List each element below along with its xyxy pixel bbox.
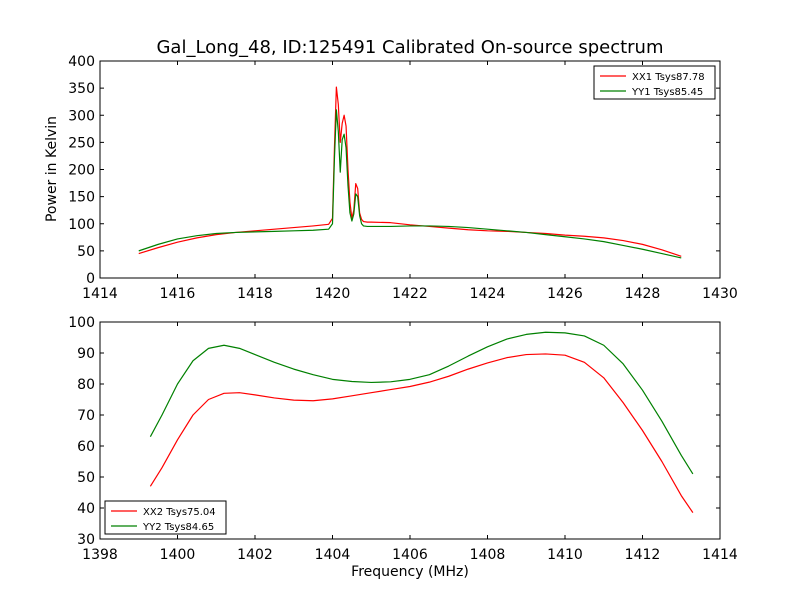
top-series-line-2 (138, 109, 682, 259)
top-x-tick-label: 1430 (702, 286, 738, 302)
top-y-tick-label: 0 (86, 271, 95, 287)
bottom-legend-label-2: YY2 Tsys84.65 (142, 522, 214, 533)
bottom-x-tick-label: 1398 (82, 547, 118, 563)
top-y-tick-label: 100 (68, 217, 95, 233)
bottom-y-tick-label: 90 (77, 346, 95, 362)
top-y-tick-label: 250 (68, 135, 95, 151)
bottom-y-tick-label: 100 (68, 315, 95, 331)
top-y-tick-label: 50 (77, 244, 95, 260)
bottom-x-tick-label: 1412 (625, 547, 661, 563)
bottom-y-tick-label: 40 (77, 501, 95, 517)
bottom-y-tick-label: 80 (77, 377, 95, 393)
chart-title: Gal_Long_48, ID:125491 Calibrated On-sou… (156, 37, 663, 58)
bottom-x-tick-label: 1410 (547, 547, 583, 563)
bottom-y-tick-label: 50 (77, 470, 95, 486)
bottom-legend (104, 500, 227, 535)
top-x-tick-label: 1420 (315, 286, 351, 302)
bottom-y-tick-label: 30 (77, 532, 95, 548)
bottom-y-tick-label: 60 (77, 439, 95, 455)
top-legend (593, 65, 716, 100)
top-y-tick-label: 200 (68, 163, 95, 179)
top-y-axis-label: Power in Kelvin (44, 116, 60, 222)
bottom-x-tick-label: 1406 (392, 547, 428, 563)
top-panel: 1414 1416 1418 1420 1422 1424 1426 1428 1430 0 50 1… (68, 54, 738, 302)
top-y-tick-label: 150 (68, 190, 95, 206)
top-x-tick-label: 1426 (547, 286, 583, 302)
bottom-y-tick-label: 70 (77, 408, 95, 424)
top-y-tick-label: 350 (68, 81, 95, 97)
bottom-series-line-2 (149, 331, 694, 475)
bottom-series-line-1 (149, 353, 694, 513)
top-x-tick-label: 1422 (392, 286, 428, 302)
bottom-legend-label-1: XX2 Tsys75.04 (143, 507, 216, 518)
bottom-x-tick-label: 1402 (237, 547, 273, 563)
top-x-tick-label: 1416 (160, 286, 196, 302)
x-axis-label: Frequency (MHz) (351, 564, 469, 580)
top-x-tick-label: 1414 (82, 286, 118, 302)
top-legend-label-2: YY1 Tsys85.45 (631, 87, 703, 98)
bottom-panel: 1398 1400 1402 1404 1406 1408 1410 1412 1414 30 40… (68, 315, 738, 563)
bottom-x-tick-label: 1408 (470, 547, 506, 563)
bottom-x-tick-label: 1414 (702, 547, 738, 563)
top-x-tick-label: 1424 (470, 286, 506, 302)
top-y-tick-label: 300 (68, 108, 95, 124)
top-x-tick-label: 1418 (237, 286, 273, 302)
top-legend-label-1: XX1 Tsys87.78 (632, 72, 705, 83)
top-y-tick-label: 400 (68, 54, 95, 70)
bottom-x-tick-label: 1404 (315, 547, 351, 563)
bottom-x-tick-label: 1400 (160, 547, 196, 563)
top-x-tick-label: 1428 (625, 286, 661, 302)
